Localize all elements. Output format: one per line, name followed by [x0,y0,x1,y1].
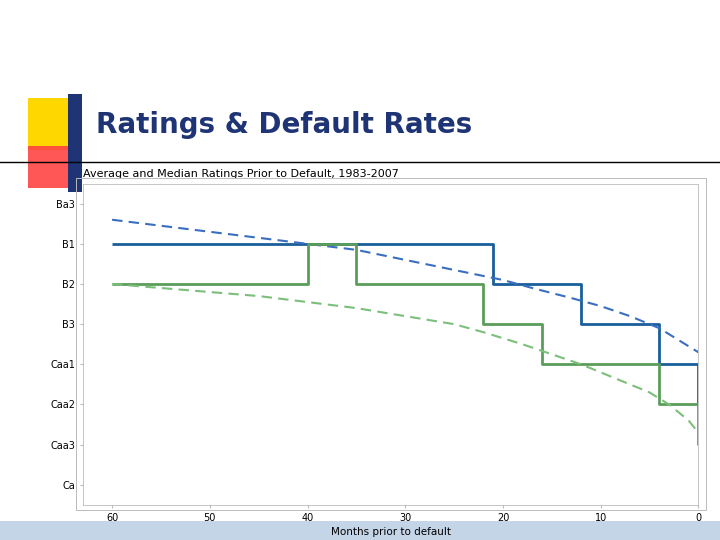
Bar [0,521,720,540]
X-axis label: Months prior to default: Months prior to default [330,526,451,537]
Bar [28,146,70,188]
Text: Ratings & Default Rates: Ratings & Default Rates [96,111,472,139]
Bar [28,98,80,150]
Bar [68,94,82,192]
Text: Average and Median Ratings Prior to Default, 1983-2007: Average and Median Ratings Prior to Defa… [83,168,399,179]
